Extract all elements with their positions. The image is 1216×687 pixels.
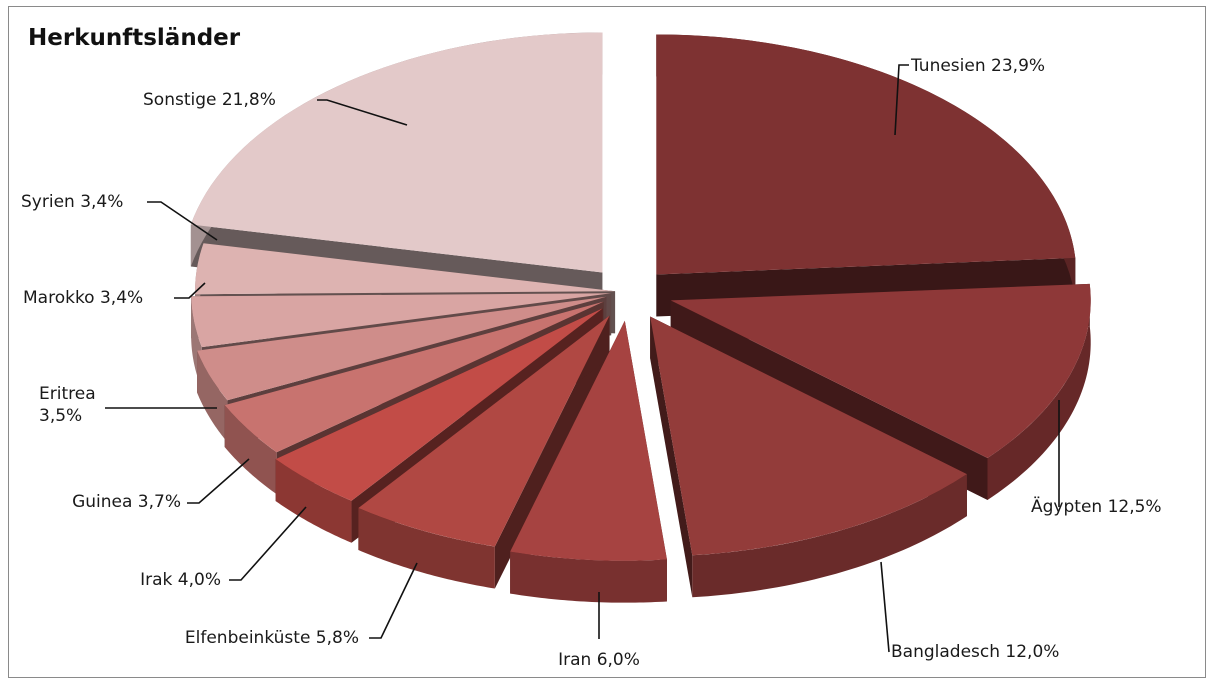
leader-line: [229, 506, 307, 581]
slice-label: Iran 6,0%: [558, 650, 640, 670]
leader-line: [369, 562, 418, 639]
slice-label: Bangladesch 12,0%: [891, 642, 1059, 662]
leader-line: [174, 282, 206, 299]
pie-chart: Tunesien 23,9% Ägypten 12,5% Bangladesch 1…: [21, 32, 1162, 670]
pie-slice: [656, 34, 1076, 317]
slice-label: Irak 4,0%: [140, 570, 221, 590]
chart-frame: Herkunftsländer Tunesien 23,9% Ägypten 12…: [8, 6, 1206, 678]
slice-label: Eritrea 3,5%: [39, 384, 96, 426]
slice-label: Syrien 3,4%: [21, 192, 123, 212]
slice-label: Guinea 3,7%: [72, 492, 181, 512]
leader-line: [894, 64, 909, 136]
slice-label: Sonstige 21,8%: [143, 90, 276, 110]
leader-line: [187, 458, 250, 504]
pie-slice: [510, 320, 667, 603]
chart-title: Herkunftsländer: [28, 25, 241, 51]
leader-line: [880, 561, 890, 653]
slice-label: Ägypten 12,5%: [1031, 496, 1162, 517]
pie-slice: [650, 316, 967, 598]
slice-label: Tunesien 23,9%: [910, 56, 1045, 76]
slice-label: Marokko 3,4%: [23, 288, 143, 308]
slice-label: Elfenbeinküste 5,8%: [185, 628, 359, 648]
leader-line: [317, 99, 408, 126]
pie-slice: [358, 315, 610, 589]
leader-line: [147, 201, 218, 241]
